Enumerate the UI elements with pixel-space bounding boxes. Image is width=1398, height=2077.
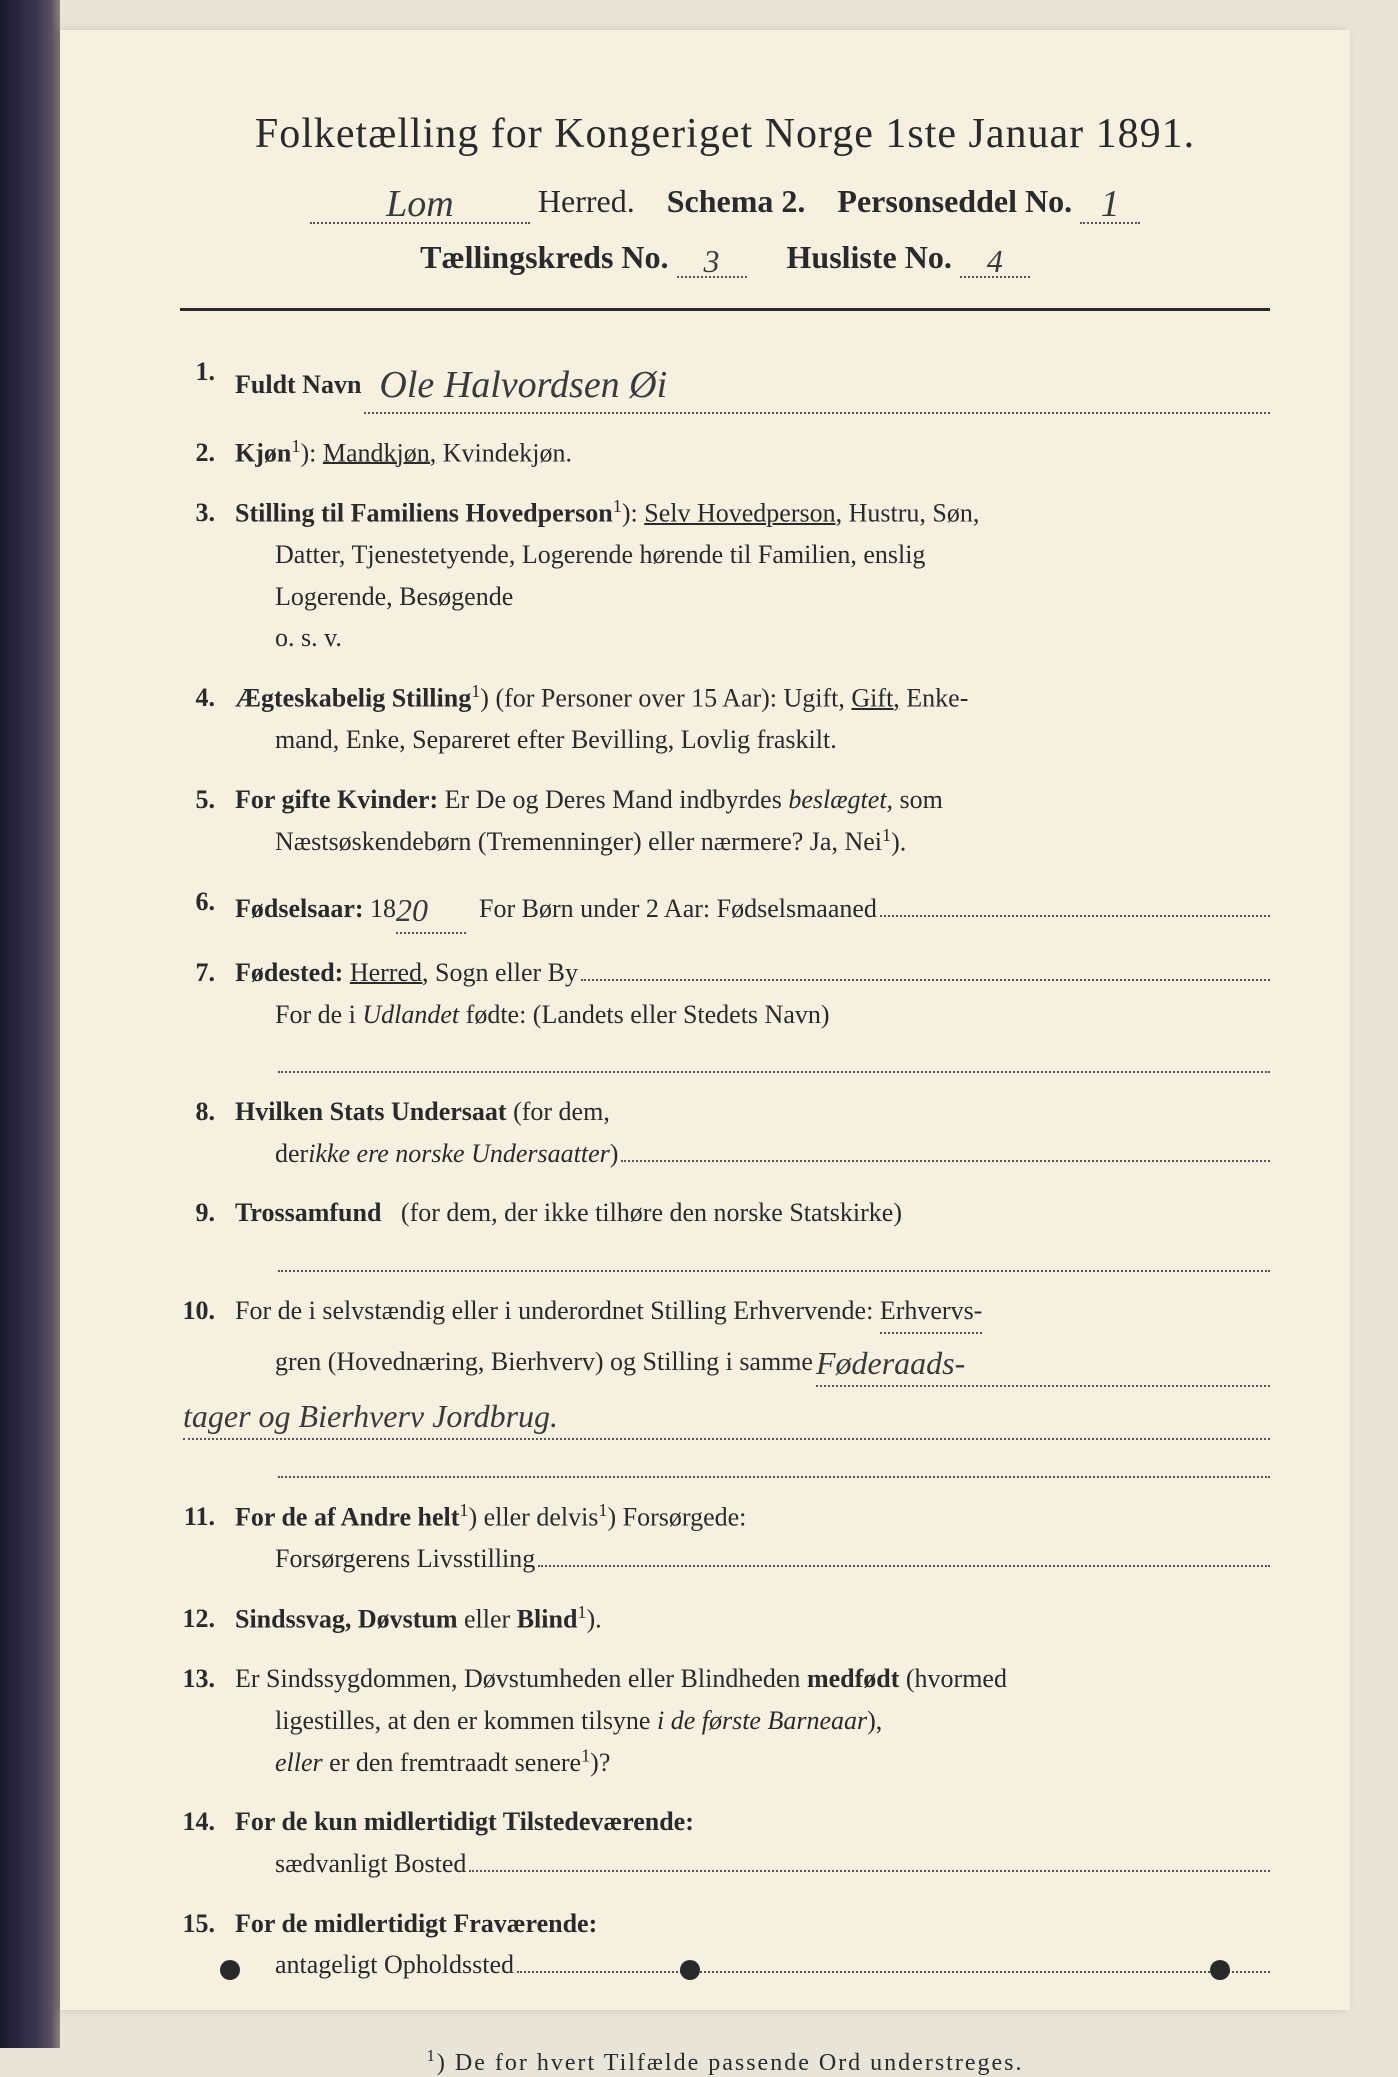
item-13: 13. Er Sindssygdommen, Døvstumheden elle…	[180, 1658, 1270, 1783]
item-1-label: Fuldt Navn	[235, 364, 361, 406]
item-9: 9. Trossamfund (for dem, der ikke tilhør…	[180, 1192, 1270, 1272]
item-num: 2.	[180, 432, 235, 474]
item-14: 14. For de kun midlertidigt Tilstedevære…	[180, 1801, 1270, 1884]
item-num: 6.	[180, 881, 235, 934]
item-2-label: Kjøn	[235, 438, 291, 467]
header-line-3: Tællingskreds No. 3 Husliste No. 4	[180, 239, 1270, 278]
item-4-label: Ægteskabelig Stilling	[235, 684, 471, 713]
year-value: 20	[396, 892, 428, 928]
husliste-value: 4	[987, 243, 1003, 279]
item-5: 5. For gifte Kvinder: Er De og Deres Man…	[180, 779, 1270, 863]
hole-mark	[220, 1960, 240, 1980]
header-divider	[180, 308, 1270, 311]
item-12: 12. Sindssvag, Døvstum eller Blind1).	[180, 1598, 1270, 1640]
item-7: 7. Fødested: Herred, Sogn eller By For d…	[180, 952, 1270, 1073]
item-num: 1.	[180, 351, 235, 414]
item-10-hw1: Føderaads-	[816, 1345, 965, 1381]
item-num: 3.	[180, 492, 235, 659]
item-1-value: Ole Halvordsen Øi	[379, 364, 667, 406]
hole-mark	[680, 1960, 700, 1980]
item-num: 13.	[180, 1658, 235, 1783]
item-4: 4. Ægteskabelig Stilling1) (for Personer…	[180, 677, 1270, 761]
item-8-label: Hvilken Stats Undersaat	[235, 1097, 507, 1126]
item-8: 8. Hvilken Stats Undersaat (for dem, der…	[180, 1091, 1270, 1174]
item-3-selected: Selv Hovedperson,	[644, 499, 842, 528]
item-9-label: Trossamfund	[235, 1198, 381, 1227]
item-6: 6. Fødselsaar: 1820 For Børn under 2 Aar…	[180, 881, 1270, 934]
personseddel-value: 1	[1101, 183, 1120, 225]
item-num: 14.	[180, 1801, 235, 1884]
item-num: 7.	[180, 952, 235, 1073]
scan-edge	[0, 0, 60, 2048]
item-2: 2. Kjøn1): Mandkjøn, Kvindekjøn.	[180, 432, 1270, 474]
page-title: Folketælling for Kongeriget Norge 1ste J…	[180, 110, 1270, 158]
item-3: 3. Stilling til Familiens Hovedperson1):…	[180, 492, 1270, 659]
item-11: 11. For de af Andre helt1) eller delvis1…	[180, 1496, 1270, 1580]
header-line-2: Lom Herred. Schema 2. Personseddel No. 1	[180, 178, 1270, 224]
item-4-selected: Gift,	[851, 684, 899, 713]
item-15: 15. For de midlertidigt Fraværende: anta…	[180, 1903, 1270, 1986]
item-6-label: Fødselsaar:	[235, 888, 364, 930]
herred-value: Lom	[386, 183, 454, 225]
item-num: 8.	[180, 1091, 235, 1174]
item-7-label: Fødested:	[235, 952, 343, 994]
item-2-rest: Kvindekjøn.	[443, 438, 572, 467]
schema-label: Schema 2.	[667, 183, 806, 219]
item-1: 1. Fuldt Navn Ole Halvordsen Øi	[180, 351, 1270, 414]
item-num: 12.	[180, 1598, 235, 1640]
personseddel-label: Personseddel No.	[837, 183, 1072, 219]
tellingskreds-value: 3	[704, 243, 720, 279]
item-2-selected: Mandkjøn,	[323, 438, 436, 467]
item-num: 4.	[180, 677, 235, 761]
item-num: 9.	[180, 1192, 235, 1272]
item-7-selected: Herred,	[350, 952, 429, 994]
herred-label: Herred.	[538, 183, 635, 219]
item-3-label: Stilling til Familiens Hovedperson	[235, 499, 613, 528]
item-5-label: For gifte Kvinder:	[235, 785, 438, 814]
census-form-page: Folketælling for Kongeriget Norge 1ste J…	[60, 30, 1350, 2010]
item-num: 5.	[180, 779, 235, 863]
hole-mark	[1210, 1960, 1230, 1980]
tellingskreds-label: Tællingskreds No.	[420, 239, 668, 275]
item-num: 11.	[180, 1496, 235, 1580]
footnote: 1) De for hvert Tilfælde passende Ord un…	[180, 2046, 1270, 2077]
husliste-label: Husliste No.	[787, 239, 952, 275]
item-10: 10. For de i selvstændig eller i underor…	[180, 1290, 1270, 1478]
item-10-hw2: tager og Bierhverv Jordbrug.	[183, 1398, 558, 1434]
item-num: 10.	[180, 1290, 235, 1478]
